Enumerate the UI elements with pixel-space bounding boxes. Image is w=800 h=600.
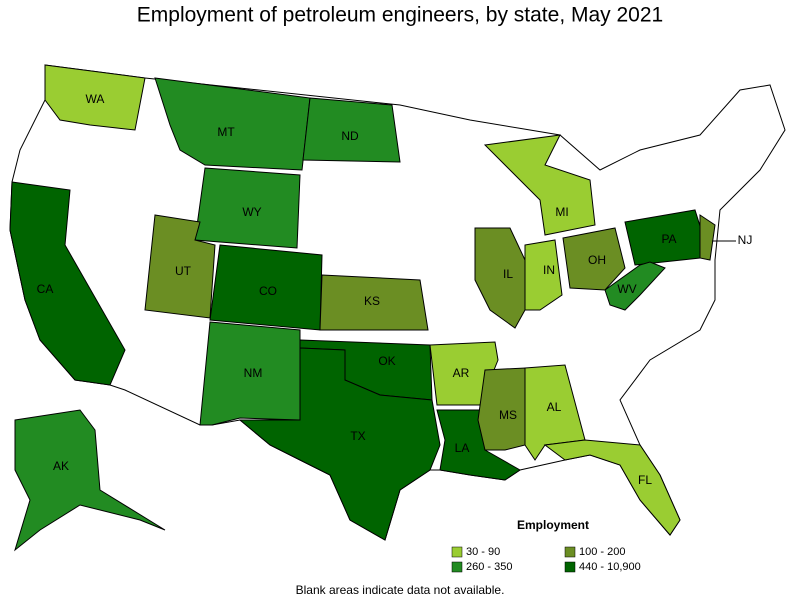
state-label: UT [175,264,192,278]
state-label: IN [543,263,555,277]
map-title: Employment of petroleum engineers, by st… [137,4,663,27]
state-label: WY [242,205,261,219]
state-label: OH [588,253,606,267]
state-label: MT [217,125,235,139]
state-label: OK [378,354,395,368]
state-label: PA [661,232,676,246]
state-label: WV [617,282,636,296]
state [483,134,596,236]
state-label: KS [364,294,380,308]
state-label: NM [244,366,263,380]
state [44,64,146,131]
state [319,274,429,331]
state-label: MI [555,205,568,219]
state-label: WA [86,92,105,106]
state [238,347,441,541]
state-label: TX [350,429,365,443]
state-label: CA [37,282,54,296]
legend-swatch [564,561,576,573]
state [9,181,126,386]
legend-swatch [451,561,463,573]
state [194,167,301,249]
state [199,321,301,426]
state [562,227,626,291]
state-label: ND [341,129,359,143]
state [302,97,401,163]
state [543,439,681,536]
state-label: AR [453,366,470,380]
legend-title: Employment [517,518,589,532]
legend-swatch [564,546,576,558]
state-label: MS [499,408,517,422]
state [604,261,666,311]
legend-label: 440 - 10,900 [579,561,641,573]
state [14,409,166,552]
state-label: FL [638,473,652,487]
state-label: AL [547,400,562,414]
state-label: CO [259,284,277,298]
state-label: LA [455,441,470,455]
state [524,239,563,311]
state [144,214,216,319]
state-label: NJ [738,233,753,247]
legend-label: 30 - 90 [466,546,500,558]
state [699,214,716,261]
note: Blank areas indicate data not available. [296,583,505,597]
state [474,227,526,329]
legend-label: 100 - 200 [579,546,625,558]
state-label: AK [53,459,69,473]
legend-swatch [451,546,463,558]
legend-label: 260 - 350 [466,561,512,573]
state-label: IL [503,267,513,281]
